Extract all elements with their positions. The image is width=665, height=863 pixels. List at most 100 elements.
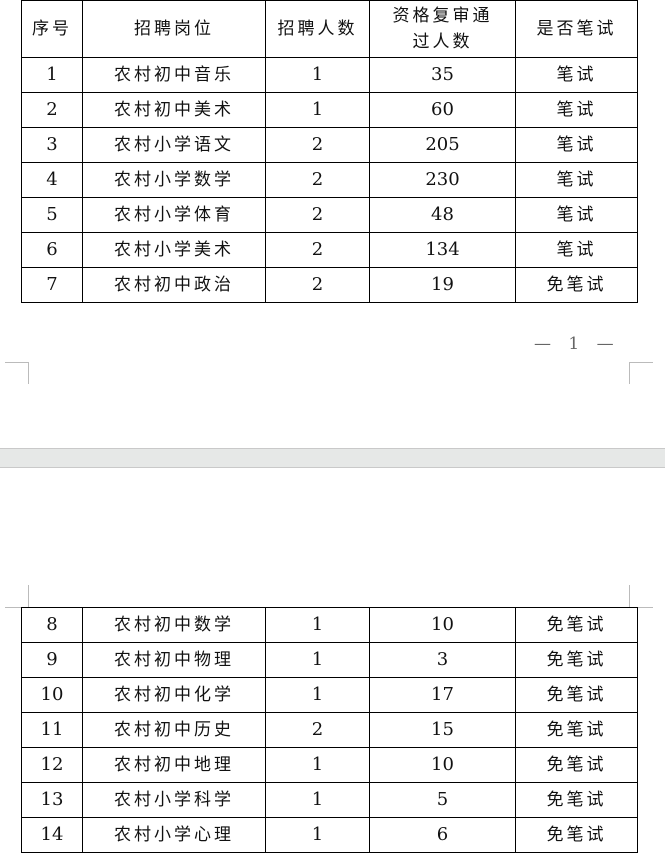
table-cell: 免笔试 [515, 267, 638, 303]
table-cell: 农村初中美术 [82, 92, 266, 128]
table-cell: 免笔试 [515, 642, 638, 678]
table-cell: 17 [369, 677, 516, 713]
column-header: 招聘岗位 [82, 0, 266, 58]
table-row: 2 农村初中美术 1 60 笔试 [21, 92, 638, 128]
table-cell: 农村初中政治 [82, 267, 266, 303]
table-row: 14 农村小学心理 1 6 免笔试 [21, 817, 638, 853]
corner-mark [28, 585, 29, 607]
table-cell: 14 [21, 817, 83, 853]
table-cell: 15 [369, 712, 516, 748]
table-cell: 免笔试 [515, 747, 638, 783]
table-cell: 10 [369, 747, 516, 783]
corner-mark [28, 362, 29, 384]
table-cell: 农村初中历史 [82, 712, 266, 748]
corner-mark [637, 607, 653, 608]
table-row: 6 农村小学美术 2 134 笔试 [21, 232, 638, 268]
table-cell: 1 [21, 57, 83, 93]
table-cell: 农村初中地理 [82, 747, 266, 783]
table-cell: 免笔试 [515, 607, 638, 643]
table-cell: 10 [369, 607, 516, 643]
table-cell: 农村小学语文 [82, 127, 266, 163]
page-1: 序号 招聘岗位 招聘人数 资格复审通过人数 是否笔试 1 农村初中音乐 1 35 笔试 2 农村初中… [5, 0, 653, 384]
table-cell: 5 [369, 782, 516, 818]
recruitment-table-part2: 8 农村初中数学 1 10 免笔试 9 农村初中物理 1 3 免笔试 10 农村初中化学 1 17 免笔试 1… [21, 607, 638, 853]
table-cell: 3 [21, 127, 83, 163]
table-header-row: 序号 招聘岗位 招聘人数 资格复审通过人数 是否笔试 [21, 0, 638, 58]
table-cell: 1 [265, 747, 370, 783]
table-row: 4 农村小学数学 2 230 笔试 [21, 162, 638, 198]
table-cell: 免笔试 [515, 712, 638, 748]
table-cell: 农村小学科学 [82, 782, 266, 818]
table-cell: 2 [265, 127, 370, 163]
table-cell: 134 [369, 232, 516, 268]
corner-mark [629, 362, 653, 363]
table-cell: 13 [21, 782, 83, 818]
table-cell: 免笔试 [515, 677, 638, 713]
table-cell: 笔试 [515, 197, 638, 233]
table-cell: 农村初中音乐 [82, 57, 266, 93]
table-cell: 农村初中化学 [82, 677, 266, 713]
corner-mark [5, 607, 28, 608]
corner-mark [5, 362, 28, 363]
page-separator [0, 448, 665, 468]
table-row: 1 农村初中音乐 1 35 笔试 [21, 57, 638, 93]
table-cell: 农村小学数学 [82, 162, 266, 198]
table-cell: 2 [265, 162, 370, 198]
table-cell: 6 [21, 232, 83, 268]
table-cell: 农村小学体育 [82, 197, 266, 233]
table-cell: 5 [21, 197, 83, 233]
table-cell: 205 [369, 127, 516, 163]
table-cell: 2 [265, 712, 370, 748]
table-cell: 农村小学美术 [82, 232, 266, 268]
recruitment-table-part1: 序号 招聘岗位 招聘人数 资格复审通过人数 是否笔试 1 农村初中音乐 1 35 笔试 2 农村初中… [21, 0, 638, 303]
table-cell: 1 [265, 782, 370, 818]
table-row: 9 农村初中物理 1 3 免笔试 [21, 642, 638, 678]
column-header: 序号 [21, 0, 83, 58]
column-header: 招聘人数 [265, 0, 370, 58]
table-cell: 6 [369, 817, 516, 853]
table-cell: 9 [21, 642, 83, 678]
table-cell: 19 [369, 267, 516, 303]
corner-mark [629, 362, 630, 384]
table-cell: 笔试 [515, 232, 638, 268]
table-cell: 2 [265, 267, 370, 303]
page-2: 8 农村初中数学 1 10 免笔试 9 农村初中物理 1 3 免笔试 10 农村初中化学 1 17 免笔试 1… [0, 468, 665, 863]
table-cell: 1 [265, 92, 370, 128]
table-cell: 10 [21, 677, 83, 713]
page-number: — 1 — [534, 334, 620, 354]
table-cell: 48 [369, 197, 516, 233]
table-cell: 1 [265, 817, 370, 853]
column-header: 资格复审通过人数 [369, 0, 516, 58]
table-cell: 7 [21, 267, 83, 303]
table-row: 5 农村小学体育 2 48 笔试 [21, 197, 638, 233]
table-cell: 1 [265, 642, 370, 678]
table-row: 10 农村初中化学 1 17 免笔试 [21, 677, 638, 713]
table-cell: 3 [369, 642, 516, 678]
table-cell: 农村初中物理 [82, 642, 266, 678]
table-cell: 12 [21, 747, 83, 783]
table-cell: 免笔试 [515, 817, 638, 853]
table-row: 3 农村小学语文 2 205 笔试 [21, 127, 638, 163]
table-cell: 1 [265, 677, 370, 713]
table-cell: 230 [369, 162, 516, 198]
table-row: 11 农村初中历史 2 15 免笔试 [21, 712, 638, 748]
table-row: 7 农村初中政治 2 19 免笔试 [21, 267, 638, 303]
column-header: 是否笔试 [515, 0, 638, 58]
table-cell: 笔试 [515, 162, 638, 198]
table-cell: 11 [21, 712, 83, 748]
table-row: 8 农村初中数学 1 10 免笔试 [21, 607, 638, 643]
table-cell: 1 [265, 607, 370, 643]
table-cell: 笔试 [515, 92, 638, 128]
table-cell: 4 [21, 162, 83, 198]
table-cell: 笔试 [515, 57, 638, 93]
table-cell: 1 [265, 57, 370, 93]
table-cell: 8 [21, 607, 83, 643]
table-cell: 2 [265, 197, 370, 233]
table-cell: 农村小学心理 [82, 817, 266, 853]
corner-mark [629, 585, 630, 607]
table-cell: 笔试 [515, 127, 638, 163]
table-cell: 2 [21, 92, 83, 128]
table-row: 13 农村小学科学 1 5 免笔试 [21, 782, 638, 818]
table-cell: 35 [369, 57, 516, 93]
table-cell: 免笔试 [515, 782, 638, 818]
